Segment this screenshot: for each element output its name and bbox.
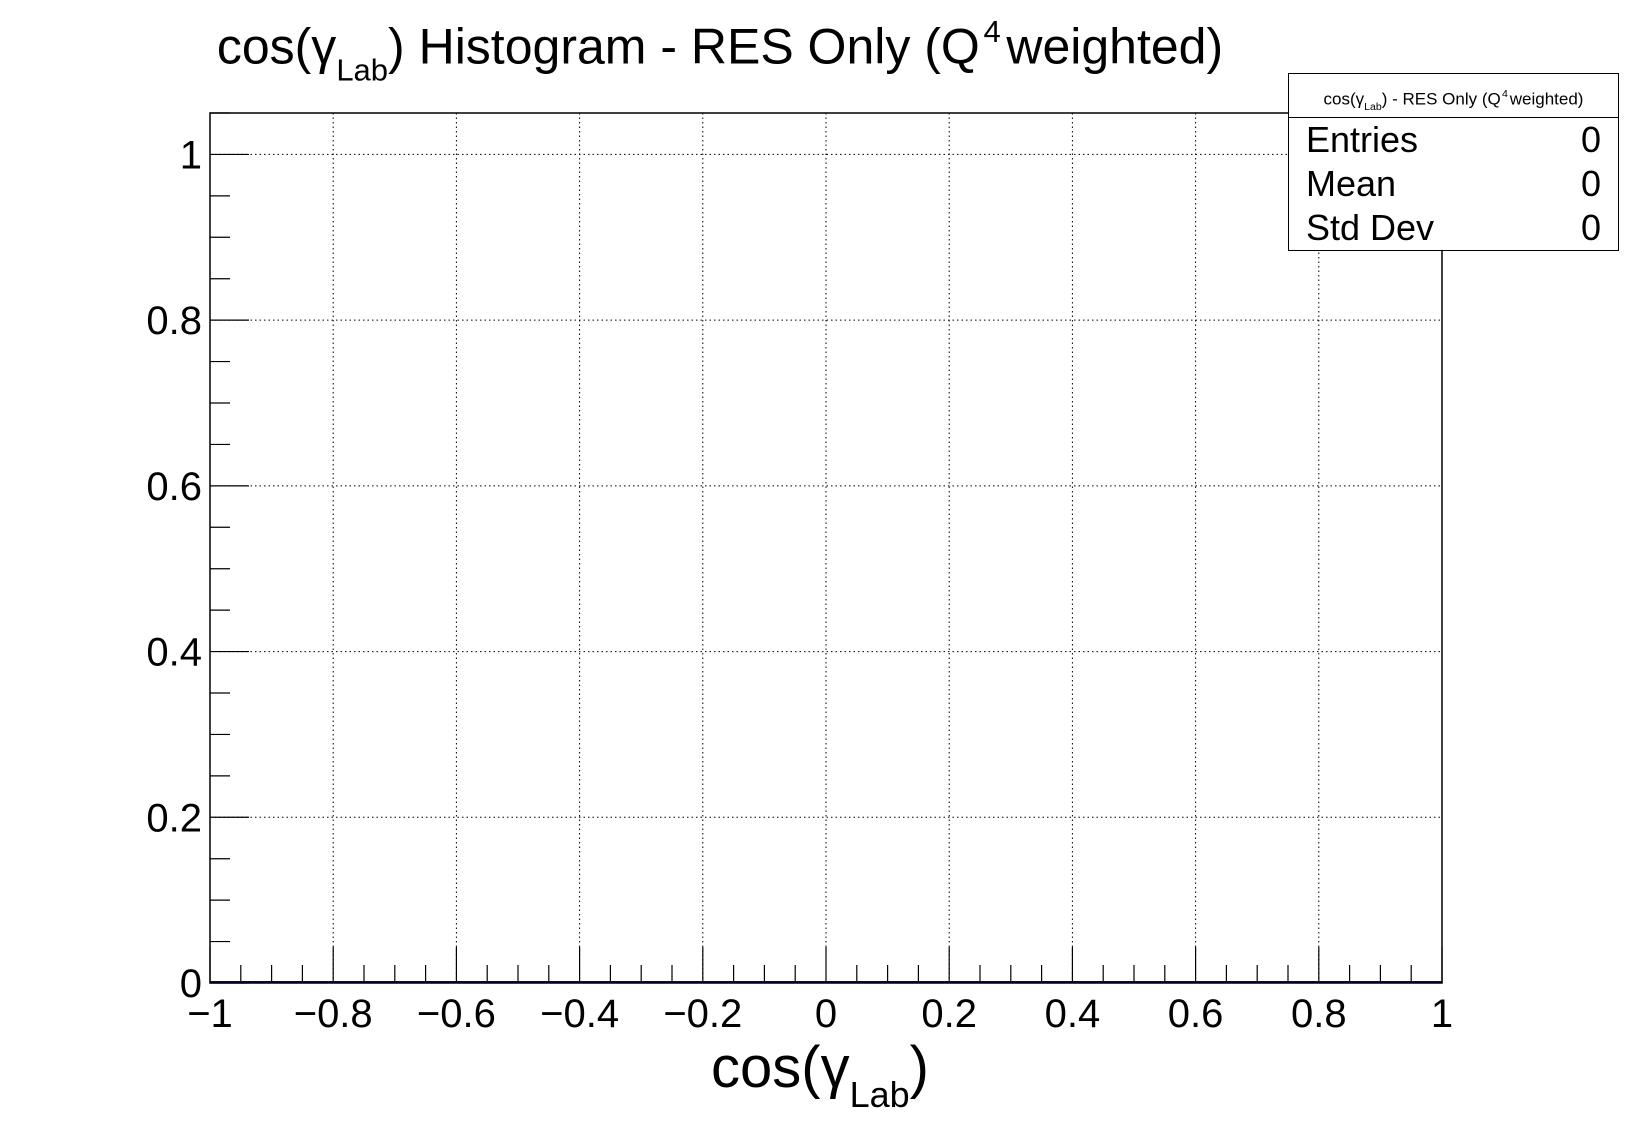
plot-frame [209, 112, 1443, 984]
y-tick-label: 0 [180, 962, 202, 1006]
x-tick-label: −0.6 [417, 992, 496, 1036]
grid-lines [210, 113, 1442, 983]
stats-value: 0 [1580, 119, 1601, 160]
y-tick-label: 0.8 [146, 299, 202, 343]
chart-title: cos(γLab) Histogram - RES Only (Q 4 weight… [0, 14, 1440, 89]
y-tick-label: 0.2 [146, 796, 202, 840]
stats-header-post: weighted) [1509, 89, 1584, 109]
x-tick-label: −0.4 [540, 992, 619, 1036]
stats-value: 0 [1580, 207, 1601, 248]
x-axis-title-pre: cos(γ [711, 1035, 850, 1100]
stats-box: cos(γLab) - RES Only (Q4 weighted) Entrie… [1288, 73, 1619, 251]
y-tick-label: 1 [180, 133, 202, 177]
title-text-pre: cos(γ [216, 18, 337, 75]
x-tick-label: 0 [815, 992, 837, 1036]
title-text-mid: ) Histogram - RES Only (Q [388, 18, 980, 75]
x-tick-label: −0.8 [294, 992, 373, 1036]
x-tick-labels: −1 −0.8 −0.6 −0.4 −0.2 0 0.2 0.4 0.6 0.8 1 [187, 992, 1453, 1036]
x-tick-label: 0.4 [1045, 992, 1101, 1036]
axis-ticks [209, 112, 1443, 984]
x-tick-label: 0.8 [1291, 992, 1347, 1036]
stats-value: 0 [1580, 163, 1601, 204]
title-text-post: weighted) [1006, 18, 1224, 75]
stats-label: Entries [1306, 119, 1419, 160]
title-superscript: 4 [983, 14, 1001, 49]
x-axis-title-post: ) [909, 1035, 929, 1100]
stats-row-std-dev: Std Dev 0 [1289, 206, 1618, 250]
stats-box-header: cos(γLab) - RES Only (Q4 weighted) [1289, 74, 1618, 118]
title-subscript: Lab [336, 52, 389, 88]
x-tick-label: 0.2 [921, 992, 977, 1036]
x-tick-label: 0.6 [1168, 992, 1224, 1036]
stats-label: Std Dev [1306, 207, 1435, 248]
x-axis-title: cos(γLab) [560, 1034, 1080, 1116]
stats-label: Mean [1306, 163, 1397, 204]
stats-row-mean: Mean 0 [1289, 162, 1618, 206]
stats-header-superscript: 4 [1502, 88, 1508, 100]
stats-header-pre: cos(γ [1323, 89, 1365, 109]
x-axis-title-subscript: Lab [849, 1073, 910, 1115]
y-tick-label: 0.4 [146, 631, 202, 675]
y-tick-labels: 0 0.2 0.4 0.6 0.8 1 [146, 133, 202, 1006]
stats-header-subscript: Lab [1364, 101, 1382, 114]
x-tick-label: 1 [1431, 992, 1453, 1036]
x-tick-label: −1 [187, 992, 233, 1036]
y-tick-label: 0.6 [146, 465, 202, 509]
stats-row-entries: Entries 0 [1289, 118, 1618, 162]
stats-header-mid: ) - RES Only (Q [1381, 89, 1501, 109]
x-tick-label: −0.2 [663, 992, 742, 1036]
